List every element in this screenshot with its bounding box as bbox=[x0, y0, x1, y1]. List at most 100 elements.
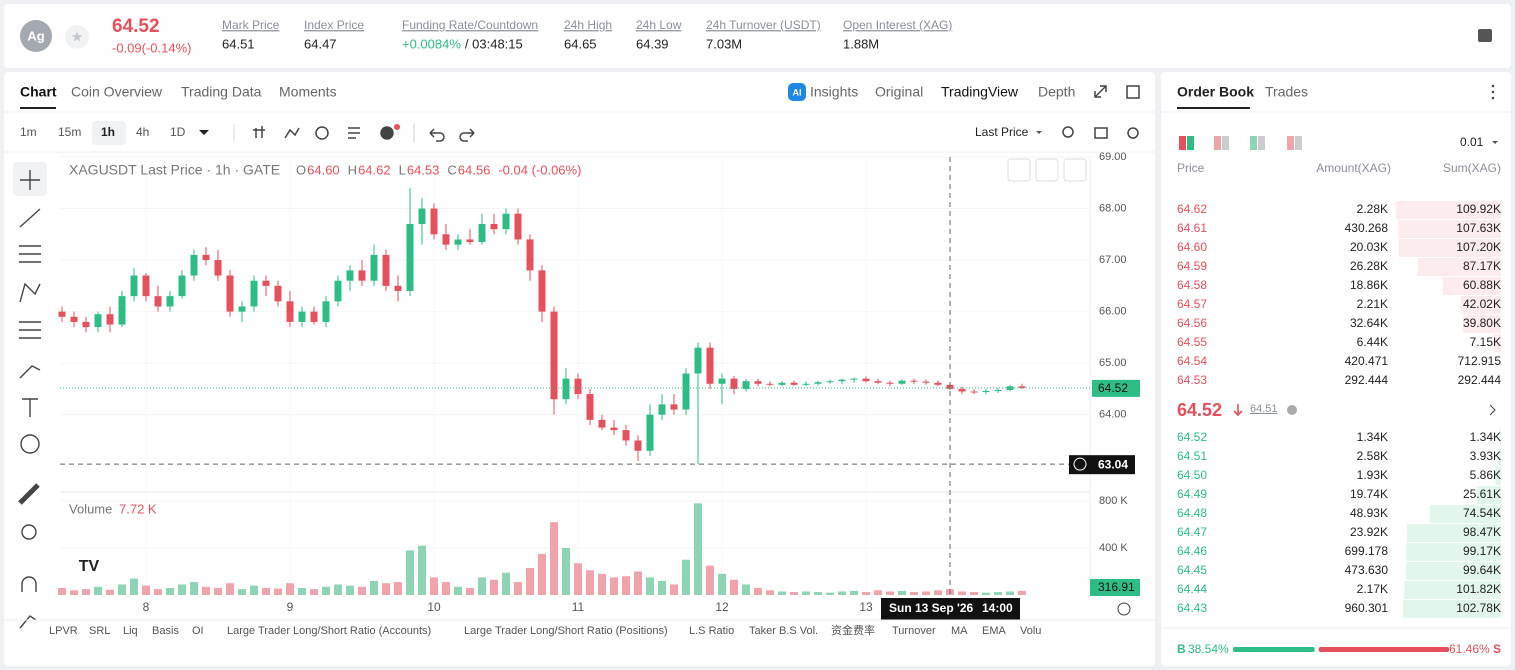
ob-price[interactable]: 64.47 bbox=[1177, 525, 1207, 539]
volume-bar bbox=[130, 578, 138, 595]
dropdown-arrow[interactable] bbox=[1036, 131, 1042, 134]
lock-tool[interactable] bbox=[19, 615, 37, 629]
tab[interactable]: Coin Overview bbox=[71, 84, 163, 100]
text-tool[interactable] bbox=[22, 398, 38, 417]
interval[interactable]: 1h bbox=[101, 125, 115, 139]
indicator-tab[interactable]: Large Trader Long/Short Ratio (Accounts) bbox=[227, 625, 431, 637]
ob-price[interactable]: 64.45 bbox=[1177, 563, 1207, 577]
ob-tab[interactable]: Trades bbox=[1265, 84, 1308, 100]
scroll-btn[interactable] bbox=[1007, 158, 1031, 182]
ob-amount: 32.64K bbox=[1350, 316, 1388, 330]
view-tab[interactable]: TradingView bbox=[941, 84, 1019, 100]
ob-price[interactable]: 64.58 bbox=[1177, 278, 1207, 292]
volume-bar bbox=[538, 553, 546, 595]
settings-icon[interactable] bbox=[1127, 127, 1139, 139]
reset-icon[interactable] bbox=[1117, 602, 1131, 616]
indicator-tab[interactable]: Basis bbox=[152, 625, 179, 637]
ob-sum: 7.15K bbox=[1470, 335, 1501, 349]
indicator-tab[interactable]: L.S Ratio bbox=[689, 625, 734, 637]
indicator-tab[interactable]: Taker B.S Vol. bbox=[749, 625, 818, 637]
indicator-tab[interactable]: OI bbox=[192, 625, 204, 637]
tab[interactable]: Moments bbox=[279, 84, 337, 100]
tab[interactable]: Trading Data bbox=[181, 84, 262, 100]
ob-tab[interactable]: Order Book bbox=[1177, 84, 1254, 100]
ob-price[interactable]: 64.56 bbox=[1177, 316, 1207, 330]
indicator-tab[interactable]: Liq bbox=[123, 625, 138, 637]
ob-price[interactable]: 64.43 bbox=[1177, 601, 1207, 615]
volume-bar bbox=[454, 586, 462, 595]
price-type[interactable]: Last Price bbox=[975, 125, 1029, 139]
indicator-tab[interactable]: 资金费率 bbox=[831, 623, 875, 637]
search-icon[interactable] bbox=[1062, 126, 1074, 138]
zoom-tool[interactable] bbox=[21, 524, 37, 540]
favorite[interactable] bbox=[65, 25, 89, 49]
ruler-tool[interactable] bbox=[18, 483, 40, 505]
pattern-tool[interactable] bbox=[19, 282, 41, 303]
crosshair-tool[interactable] bbox=[20, 170, 40, 190]
ob-price[interactable]: 64.50 bbox=[1177, 468, 1207, 482]
indicator-tab[interactable]: EMA bbox=[982, 625, 1007, 637]
dropdown-arrow[interactable] bbox=[1492, 141, 1498, 144]
book-icon[interactable] bbox=[1478, 29, 1492, 42]
indicator-icon[interactable] bbox=[284, 127, 300, 139]
ob-price[interactable]: 64.61 bbox=[1177, 221, 1207, 235]
magnet-tool[interactable] bbox=[21, 576, 37, 592]
fib-tool[interactable] bbox=[19, 321, 41, 339]
indicator-tab[interactable]: SRL bbox=[89, 625, 110, 637]
indicator-tab[interactable]: Turnover bbox=[892, 625, 936, 637]
volume-bar bbox=[226, 583, 234, 595]
template-icon[interactable] bbox=[348, 127, 360, 139]
precision[interactable]: 0.01 bbox=[1460, 135, 1484, 149]
interval[interactable]: 4h bbox=[136, 125, 149, 139]
ob-price[interactable]: 64.46 bbox=[1177, 544, 1207, 558]
view-tab[interactable]: Insights bbox=[810, 84, 858, 100]
expand-icon[interactable] bbox=[1094, 85, 1107, 98]
ob-price[interactable]: 64.57 bbox=[1177, 297, 1207, 311]
undo-icon[interactable] bbox=[429, 128, 445, 142]
line-tool[interactable] bbox=[19, 208, 41, 228]
redo-icon[interactable] bbox=[459, 128, 475, 142]
hline-tool[interactable] bbox=[19, 245, 41, 263]
ob-price[interactable]: 64.52 bbox=[1177, 430, 1207, 444]
interval[interactable]: 1D bbox=[170, 125, 186, 139]
ob-price[interactable]: 64.49 bbox=[1177, 487, 1207, 501]
star-icon[interactable]: ★ bbox=[71, 29, 84, 45]
ob-price[interactable]: 64.55 bbox=[1177, 335, 1207, 349]
indicator-tab[interactable]: LPVR bbox=[49, 625, 78, 637]
ob-price[interactable]: 64.48 bbox=[1177, 506, 1207, 520]
indicator-tab[interactable]: MA bbox=[951, 625, 968, 637]
ob-price[interactable]: 64.54 bbox=[1177, 354, 1207, 368]
volume-bar bbox=[334, 584, 342, 595]
ob-price[interactable]: 64.51 bbox=[1177, 449, 1207, 463]
dropdown-arrow[interactable] bbox=[199, 130, 209, 135]
volume-bar bbox=[442, 582, 450, 595]
ob-price[interactable]: 64.60 bbox=[1177, 240, 1207, 254]
add-icon[interactable] bbox=[380, 126, 394, 140]
indicator-tab[interactable]: Large Trader Long/Short Ratio (Positions… bbox=[464, 625, 668, 637]
view-tab[interactable]: Original bbox=[875, 84, 923, 100]
view-tab[interactable]: Depth bbox=[1038, 84, 1075, 100]
maximize-btn[interactable] bbox=[1063, 158, 1087, 182]
volume-bar bbox=[574, 563, 582, 595]
ob-price[interactable]: 64.44 bbox=[1177, 582, 1207, 596]
window-icon[interactable] bbox=[1126, 85, 1140, 99]
collapse-btn[interactable] bbox=[1035, 158, 1059, 182]
ob-price[interactable]: 64.62 bbox=[1177, 202, 1207, 216]
ob-price[interactable]: 64.59 bbox=[1177, 259, 1207, 273]
stat-label: 24h Turnover (USDT) bbox=[706, 18, 821, 32]
ob-sum: 107.20K bbox=[1456, 240, 1501, 254]
emoji-tool[interactable] bbox=[20, 434, 40, 454]
volume-bar bbox=[274, 588, 282, 595]
camera-icon[interactable] bbox=[1094, 127, 1108, 139]
replay-icon[interactable] bbox=[315, 126, 329, 140]
ob-amount: 6.44K bbox=[1357, 335, 1388, 349]
more-arrow[interactable] bbox=[1489, 404, 1496, 416]
interval[interactable]: 15m bbox=[58, 125, 81, 139]
ob-price[interactable]: 64.53 bbox=[1177, 373, 1207, 387]
brush-tool[interactable] bbox=[19, 365, 41, 379]
indicator-tab[interactable]: Volu bbox=[1020, 625, 1041, 637]
interval[interactable]: 1m bbox=[20, 125, 37, 139]
tab[interactable]: Chart bbox=[20, 84, 57, 100]
crosshair-plus[interactable] bbox=[1073, 457, 1087, 471]
candle-icon[interactable] bbox=[253, 126, 265, 138]
